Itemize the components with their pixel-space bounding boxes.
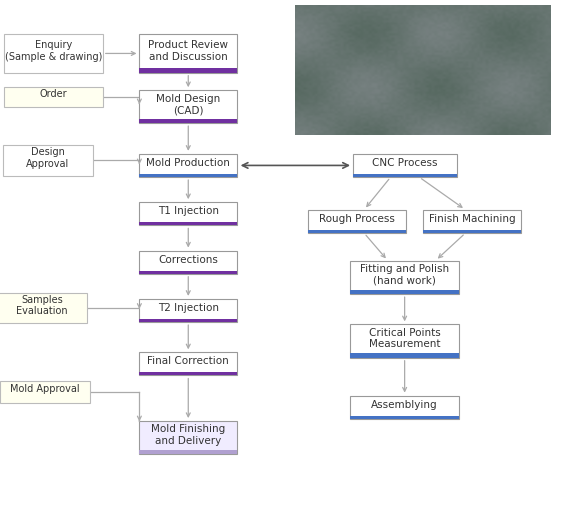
Text: Corrections: Corrections bbox=[158, 254, 218, 265]
Bar bbox=[139, 91, 237, 123]
Text: Enquiry
(Sample & drawing): Enquiry (Sample & drawing) bbox=[4, 40, 102, 62]
Bar bbox=[3, 145, 93, 176]
Bar bbox=[139, 319, 237, 322]
Bar bbox=[139, 271, 237, 274]
Bar bbox=[350, 261, 459, 294]
Bar bbox=[4, 87, 102, 107]
Bar bbox=[308, 230, 406, 233]
Bar bbox=[308, 210, 406, 233]
Bar bbox=[139, 119, 237, 123]
Bar bbox=[353, 154, 456, 177]
Bar bbox=[139, 35, 237, 72]
Text: T2 Injection: T2 Injection bbox=[158, 303, 219, 313]
Text: Final Correction: Final Correction bbox=[147, 356, 229, 366]
Bar bbox=[350, 325, 459, 358]
Text: Finish Machining: Finish Machining bbox=[429, 214, 515, 224]
Bar bbox=[139, 174, 237, 177]
Text: T1 Injection: T1 Injection bbox=[158, 206, 219, 216]
Text: Assemblying: Assemblying bbox=[371, 400, 438, 410]
Text: Rough Process: Rough Process bbox=[319, 214, 395, 224]
Bar bbox=[350, 290, 459, 294]
Text: Design
Approval: Design Approval bbox=[26, 147, 69, 168]
Bar bbox=[350, 396, 459, 418]
Text: Mold Finishing
and Delivery: Mold Finishing and Delivery bbox=[151, 425, 225, 446]
Bar bbox=[139, 299, 237, 322]
Bar bbox=[350, 353, 459, 358]
Bar bbox=[139, 222, 237, 225]
Bar bbox=[139, 450, 237, 454]
Bar bbox=[139, 373, 237, 376]
Bar bbox=[139, 202, 237, 225]
Bar bbox=[423, 210, 522, 233]
Text: Critical Points
Measurement: Critical Points Measurement bbox=[369, 328, 441, 349]
Text: Mold Approval: Mold Approval bbox=[10, 384, 80, 394]
Text: Order: Order bbox=[39, 89, 67, 99]
Bar bbox=[423, 230, 522, 233]
Bar bbox=[139, 353, 237, 376]
Text: Product Review
and Discussion: Product Review and Discussion bbox=[148, 40, 228, 62]
Text: Fitting and Polish
(hand work): Fitting and Polish (hand work) bbox=[360, 264, 449, 286]
Bar bbox=[139, 154, 237, 177]
Bar bbox=[0, 381, 90, 403]
Bar bbox=[139, 421, 237, 454]
Text: CNC Process: CNC Process bbox=[372, 158, 437, 168]
Text: Mold Production: Mold Production bbox=[146, 158, 230, 168]
Bar bbox=[139, 251, 237, 274]
Bar bbox=[353, 174, 456, 177]
Bar bbox=[350, 416, 459, 418]
Text: Samples
Evaluation: Samples Evaluation bbox=[16, 295, 68, 316]
Bar bbox=[0, 293, 87, 323]
Bar bbox=[4, 35, 102, 72]
Bar bbox=[139, 68, 237, 72]
Text: Mold Design
(CAD): Mold Design (CAD) bbox=[156, 94, 220, 115]
